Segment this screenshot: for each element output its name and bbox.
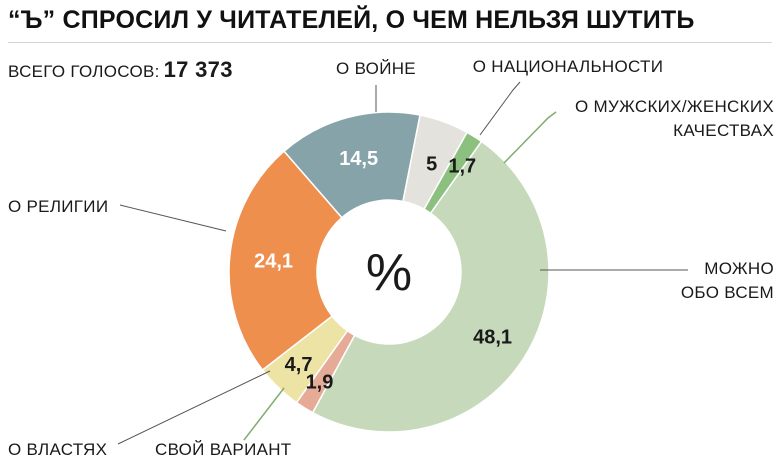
leader-line [479, 81, 521, 136]
slice-label: О ВЛАСТЯХ [8, 440, 107, 459]
slice-label: ОБО ВСЕМ [681, 283, 774, 302]
slice [311, 140, 550, 433]
slice-value: 5 [426, 153, 437, 175]
total-votes-value: 17 373 [163, 57, 233, 82]
total-votes-label: ВСЕГО ГОЛОСОВ: [8, 62, 160, 81]
leader-lines [117, 81, 688, 445]
slice-value: 14,5 [339, 148, 378, 170]
donut-slices [228, 111, 550, 433]
slice-value: 24,1 [254, 251, 293, 273]
slice-label: КАЧЕСТВАХ [673, 121, 774, 140]
slice-value: 4,7 [285, 354, 313, 376]
slice-values: 14,5 5 1,7 48,1 1,94,7 24,1 [254, 148, 512, 393]
slice-label: МОЖНО [704, 259, 774, 278]
slice-value: 48,1 [473, 326, 512, 348]
leader-line [117, 370, 271, 445]
chart-title: “Ъ” СПРОСИЛ У ЧИТАТЕЛЕЙ, О ЧЕМ НЕЛЬЗЯ ШУ… [8, 6, 695, 34]
slice-label: О НАЦИОНАЛЬНОСТИ [473, 57, 664, 76]
slice-label: О ВОЙНЕ [336, 59, 416, 78]
slice-value: 1,9 [306, 371, 334, 393]
leader-line-accent [503, 111, 557, 164]
slice-labels: О ВОЙНЕ О НАЦИОНАЛЬНОСТИ О МУЖСКИХ/ЖЕНСКИХ… [8, 57, 774, 459]
slice-label: О МУЖСКИХ/ЖЕНСКИХ [575, 97, 774, 116]
total-votes: ВСЕГО ГОЛОСОВ: 17 373 [8, 57, 233, 83]
slice-value: 1,7 [448, 155, 476, 177]
leader-line-accent [243, 387, 285, 441]
slice-label: О РЕЛИГИИ [8, 197, 108, 216]
leader-line [119, 204, 227, 232]
center-percent-sign: % [366, 244, 412, 302]
slice-label: СВОЙ ВАРИАНТ [155, 440, 292, 459]
slice [228, 150, 343, 372]
title-divider [8, 42, 772, 43]
